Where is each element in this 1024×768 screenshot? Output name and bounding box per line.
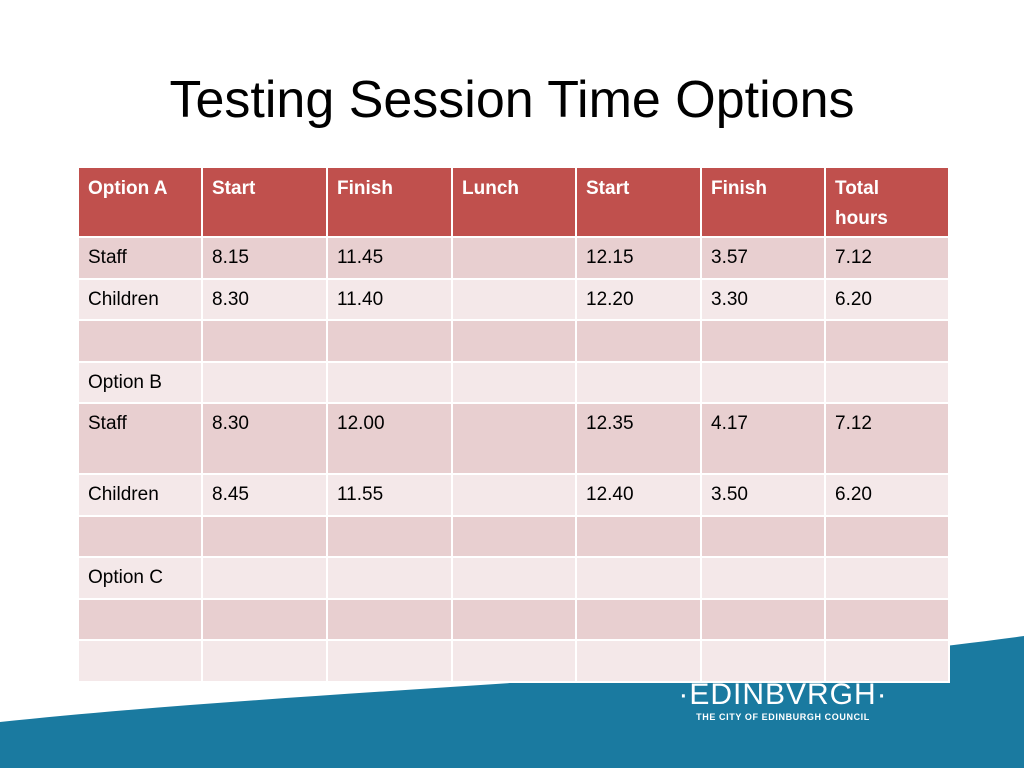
table-cell [451, 597, 577, 641]
table-cell: 11.40 [326, 277, 453, 321]
table-cell: 7.12 [824, 236, 950, 280]
logo-tagline: THE CITY OF EDINBURGH COUNCIL [696, 712, 870, 722]
table-cell: 12.40 [575, 473, 702, 517]
table-cell [451, 319, 577, 363]
table-cell [326, 639, 453, 683]
logo-wordmark: ·EDINBVRGH· [678, 678, 888, 711]
table-cell [326, 556, 453, 600]
table-cell: 6.20 [824, 277, 950, 321]
table-cell: 12.20 [575, 277, 702, 321]
table-cell [201, 360, 328, 404]
header-lunch: Lunch [451, 166, 577, 238]
table-cell: 7.12 [824, 402, 950, 475]
table-cell [824, 360, 950, 404]
table-row: Staff 8.30 12.00 12.35 4.17 7.12 [77, 402, 950, 475]
table-cell [700, 597, 826, 641]
table-cell [824, 597, 950, 641]
table-cell [700, 319, 826, 363]
table-header-row: Option A Start Finish Lunch Start Finish… [77, 166, 950, 238]
table-cell: Staff [77, 402, 203, 475]
table-cell [326, 319, 453, 363]
table-cell [451, 277, 577, 321]
table-cell [700, 360, 826, 404]
session-times-table: Option A Start Finish Lunch Start Finish… [77, 166, 950, 683]
table-cell: 12.35 [575, 402, 702, 475]
table-row: Children 8.30 11.40 12.20 3.30 6.20 [77, 277, 950, 321]
table-cell: 8.45 [201, 473, 328, 517]
table-cell [700, 514, 826, 558]
header-finish-2: Finish [700, 166, 826, 238]
table-cell [201, 319, 328, 363]
table-cell: 3.50 [700, 473, 826, 517]
table-cell [451, 473, 577, 517]
table-cell: Children [77, 473, 203, 517]
header-start-2: Start [575, 166, 702, 238]
table-cell: Children [77, 277, 203, 321]
header-total-hours: Total hours [824, 166, 950, 238]
table-cell [451, 556, 577, 600]
table-cell: 12.15 [575, 236, 702, 280]
table-cell [575, 597, 702, 641]
slide-title: Testing Session Time Options [169, 71, 855, 129]
table-row: Option C [77, 556, 950, 600]
table-cell [451, 514, 577, 558]
table-cell [575, 514, 702, 558]
table-cell [575, 639, 702, 683]
table-cell [326, 597, 453, 641]
table-cell: 8.30 [201, 277, 328, 321]
table-cell [700, 639, 826, 683]
table-cell [700, 556, 826, 600]
table-cell [77, 639, 203, 683]
table-cell [451, 639, 577, 683]
table-cell [77, 597, 203, 641]
table-cell [201, 597, 328, 641]
edinburgh-council-logo: ·EDINBVRGH· THE CITY OF EDINBURGH COUNCI… [668, 679, 898, 729]
table-cell [824, 514, 950, 558]
table-cell: Option C [77, 556, 203, 600]
table-cell: 8.30 [201, 402, 328, 475]
table-cell: 11.45 [326, 236, 453, 280]
table-cell [326, 514, 453, 558]
table-row [77, 597, 950, 641]
table-cell [575, 360, 702, 404]
table-cell [326, 360, 453, 404]
table-cell: Option B [77, 360, 203, 404]
table-cell [451, 360, 577, 404]
table-cell [77, 514, 203, 558]
table-cell: 3.30 [700, 277, 826, 321]
table-cell [201, 639, 328, 683]
table-cell: 11.55 [326, 473, 453, 517]
table-cell [575, 556, 702, 600]
table-cell: 6.20 [824, 473, 950, 517]
table-cell: 8.15 [201, 236, 328, 280]
table-cell: 3.57 [700, 236, 826, 280]
table-cell [824, 639, 950, 683]
table-cell [575, 319, 702, 363]
table-cell [824, 556, 950, 600]
table-row: Option B [77, 360, 950, 404]
table-cell [451, 236, 577, 280]
table-row [77, 319, 950, 363]
table-cell [824, 319, 950, 363]
table-row [77, 514, 950, 558]
table-cell [201, 556, 328, 600]
header-finish: Finish [326, 166, 453, 238]
table-cell: 12.00 [326, 402, 453, 475]
table-cell [77, 319, 203, 363]
table-row: Children 8.45 11.55 12.40 3.50 6.20 [77, 473, 950, 517]
header-option-a: Option A [77, 166, 203, 238]
table-row: Staff 8.15 11.45 12.15 3.57 7.12 [77, 236, 950, 280]
table-cell: 4.17 [700, 402, 826, 475]
table-row [77, 639, 950, 683]
header-start: Start [201, 166, 328, 238]
table-cell [451, 402, 577, 475]
table-cell [201, 514, 328, 558]
table-cell: Staff [77, 236, 203, 280]
